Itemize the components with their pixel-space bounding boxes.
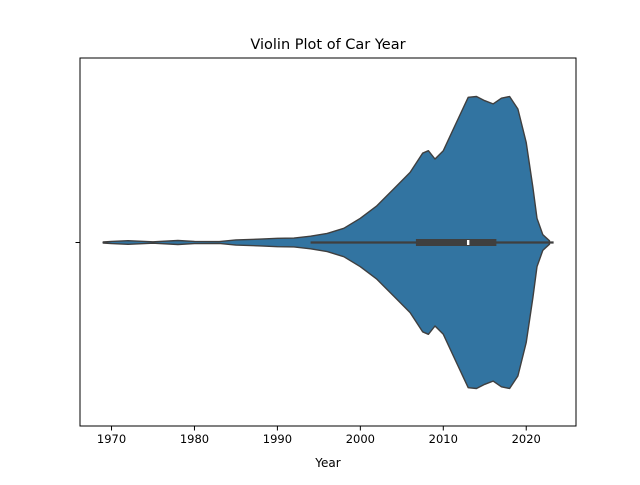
- x-tick-label: 2010: [429, 432, 458, 446]
- x-tick-label: 2000: [346, 432, 375, 446]
- x-tick-label: 2020: [512, 432, 541, 446]
- x-tick-label: 1990: [263, 432, 292, 446]
- plot-area: [75, 57, 577, 427]
- violin-median-marker: [466, 240, 470, 245]
- x-tick-label: 1980: [180, 432, 209, 446]
- x-tick-label: 1970: [97, 432, 126, 446]
- violin-iqr-box: [415, 239, 497, 246]
- x-axis-ticks: 1970 1980 1990 2000 2010 2020: [97, 426, 541, 446]
- x-axis-label: Year: [314, 456, 340, 470]
- chart-title: Violin Plot of Car Year: [250, 37, 405, 53]
